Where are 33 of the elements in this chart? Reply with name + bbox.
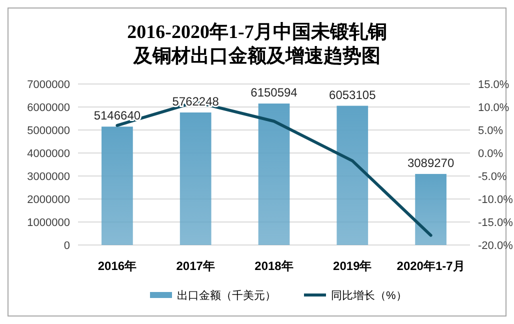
data-label: 3089270 bbox=[407, 156, 454, 170]
y2-tick-label: -5.0% bbox=[478, 171, 507, 183]
legend-label: 出口金额（千美元） bbox=[177, 289, 276, 302]
x-tick-label: 2017年 bbox=[176, 259, 215, 273]
x-tick-label: 2019年 bbox=[333, 259, 372, 273]
x-tick-label: 2016年 bbox=[98, 259, 137, 273]
y-tick-label: 3000000 bbox=[27, 171, 70, 183]
y2-tick-label: -20.0% bbox=[478, 240, 514, 252]
y2-tick-label: 0.0% bbox=[478, 148, 504, 160]
y-tick-label: 2000000 bbox=[27, 194, 70, 206]
y2-tick-label: 15.0% bbox=[478, 79, 510, 91]
y-tick-label: 0 bbox=[64, 240, 70, 252]
y2-tick-label: -15.0% bbox=[478, 217, 514, 229]
y-tick-label: 4000000 bbox=[27, 148, 70, 160]
y-tick-label: 7000000 bbox=[27, 79, 70, 91]
x-tick-label: 2020年1-7月 bbox=[396, 259, 465, 273]
legend-label: 同比增长（%） bbox=[331, 289, 407, 302]
data-label: 6053105 bbox=[329, 88, 376, 102]
bar bbox=[180, 112, 212, 245]
x-tick-label: 2018年 bbox=[254, 259, 294, 273]
bar bbox=[102, 126, 133, 245]
y2-tick-label: -10.0% bbox=[478, 194, 514, 206]
bar bbox=[258, 104, 290, 245]
y-tick-label: 6000000 bbox=[27, 102, 70, 114]
bar bbox=[415, 174, 446, 245]
chart-title: 2016-2020年1-7月中国未锻轧铜及铜材出口金额及增速趋势图 bbox=[127, 21, 387, 67]
y2-tick-label: 10.0% bbox=[478, 102, 510, 114]
bar bbox=[336, 106, 368, 245]
data-label: 5146640 bbox=[94, 108, 141, 123]
data-label: 6150594 bbox=[250, 86, 298, 100]
y-tick-label: 1000000 bbox=[27, 217, 70, 229]
y2-tick-label: 5.0% bbox=[478, 125, 504, 137]
y-tick-label: 5000000 bbox=[27, 125, 70, 137]
